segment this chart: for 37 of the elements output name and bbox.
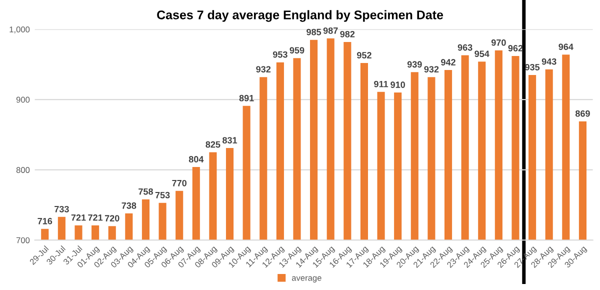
- data-label: 985: [306, 28, 322, 36]
- data-label: 952: [357, 52, 372, 58]
- y-tick-label: 800: [16, 167, 30, 173]
- chart-title: Cases 7 day average England by Specimen Date: [157, 10, 444, 22]
- data-label: 959: [290, 47, 304, 54]
- data-label: 970: [491, 39, 506, 46]
- y-tick-label: 900: [16, 96, 30, 103]
- y-tick-label: 700: [16, 237, 30, 244]
- data-label: 716: [38, 218, 52, 224]
- data-label: 987: [323, 27, 338, 34]
- data-label: 932: [424, 66, 439, 72]
- data-label: 932: [256, 66, 271, 72]
- data-label: 721: [88, 214, 103, 221]
- data-label: 758: [138, 188, 153, 195]
- data-label: 963: [458, 44, 472, 51]
- data-label: 964: [558, 44, 574, 50]
- data-label: 942: [441, 59, 456, 66]
- data-label: 869: [575, 110, 590, 117]
- data-label: 954: [474, 50, 490, 58]
- data-label: 738: [122, 202, 136, 209]
- data-label: 953: [272, 51, 288, 58]
- data-label: 825: [206, 141, 220, 148]
- data-label: 831: [222, 137, 238, 144]
- data-label: 721: [71, 214, 86, 221]
- legend-label: average: [292, 276, 322, 282]
- data-label: 943: [542, 58, 556, 65]
- data-label: 804: [188, 156, 204, 162]
- data-label: 720: [104, 215, 120, 222]
- data-label: 770: [172, 180, 187, 186]
- y-tick-label: 1,000: [10, 26, 30, 34]
- data-label: 982: [340, 30, 355, 38]
- data-label: 911: [374, 80, 388, 88]
- data-label: 733: [54, 206, 69, 212]
- data-label: 891: [239, 94, 254, 102]
- data-label: 939: [407, 61, 422, 68]
- data-label: 910: [390, 82, 405, 88]
- data-label: 753: [155, 192, 170, 198]
